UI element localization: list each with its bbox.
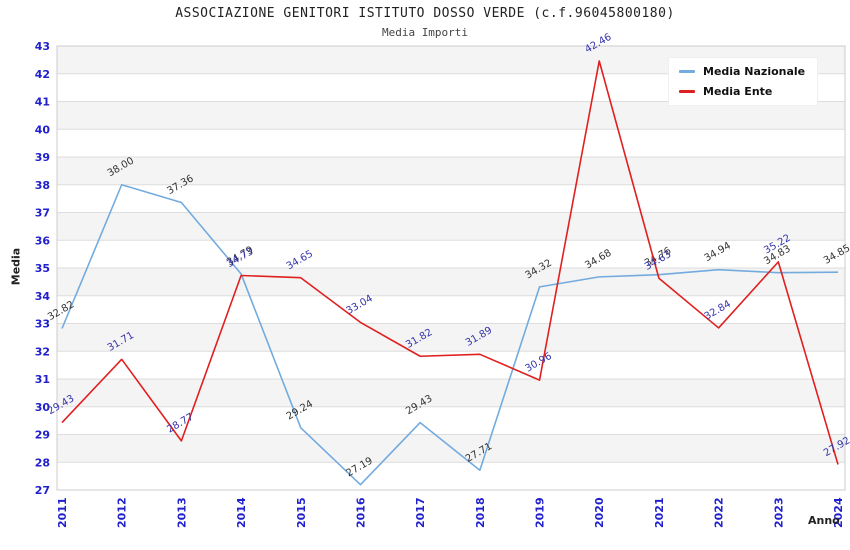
data-label: 33.04 (344, 293, 374, 317)
chart-subtitle: Media Importi (381, 26, 469, 39)
y-tick-label: 32 (35, 345, 50, 358)
y-tick-label: 28 (35, 456, 50, 469)
data-label: 28.77 (165, 412, 195, 436)
y-tick-label: 38 (35, 179, 50, 192)
y-tick-label: 35 (35, 262, 50, 275)
x-tick-label: 2017 (414, 497, 427, 528)
y-tick-label: 33 (35, 318, 50, 331)
plot-band (57, 379, 845, 407)
chart-title: ASSOCIAZIONE GENITORI ISTITUTO DOSSO VER… (175, 6, 675, 21)
series-line-media-ente (61, 60, 839, 465)
y-axis-title: Media (9, 247, 23, 286)
y-tick-label: 31 (35, 373, 50, 386)
data-label: 32.84 (703, 299, 733, 323)
plot-border (56, 45, 846, 491)
y-tick-label: 34 (35, 290, 51, 303)
y-tick-label: 30 (35, 401, 51, 414)
x-tick-label: 2015 (295, 497, 308, 528)
y-tick-label: 36 (35, 234, 51, 247)
x-tick-label: 2014 (235, 497, 248, 528)
y-tick-label: 29 (35, 429, 50, 442)
plot-band (57, 323, 845, 352)
legend-swatch-media-ente-icon (679, 90, 695, 93)
x-tick-label: 2021 (653, 497, 666, 528)
y-tick-label: 39 (35, 151, 50, 164)
x-tick-label: 2011 (56, 497, 69, 528)
plot-band (57, 212, 845, 241)
y-tick-label: 43 (35, 40, 50, 53)
y-tick-label: 40 (35, 123, 51, 136)
x-tick-label: 2024 (832, 497, 845, 528)
y-tick-label: 37 (35, 207, 50, 220)
data-label: 34.85 (822, 243, 850, 267)
data-label: 32.82 (46, 299, 76, 323)
data-label: 30.96 (524, 351, 554, 375)
plot-band (57, 434, 845, 463)
data-label: 34.94 (703, 240, 733, 264)
legend-swatch-media-nazionale-icon (679, 70, 695, 73)
legend: Media Nazionale Media Ente (668, 57, 819, 106)
legend-item-media-nazionale[interactable]: Media Nazionale (679, 65, 805, 78)
x-tick-label: 2012 (116, 497, 129, 528)
x-tick-label: 2016 (354, 497, 367, 528)
plot-band (57, 101, 845, 130)
y-tick-label: 42 (35, 68, 50, 81)
x-tick-label: 2022 (713, 497, 726, 528)
legend-label-media-ente: Media Ente (703, 85, 773, 98)
y-tick-label: 41 (35, 96, 50, 109)
legend-item-media-ente[interactable]: Media Ente (679, 85, 805, 98)
x-tick-label: 2019 (534, 497, 547, 528)
x-tick-label: 2020 (593, 497, 606, 528)
plot-band (57, 268, 845, 296)
x-tick-label: 2018 (474, 497, 487, 528)
x-axis-title: Anno (808, 514, 840, 527)
x-tick-label: 2013 (175, 497, 188, 528)
y-tick-label: 27 (35, 484, 50, 497)
legend-label-media-nazionale: Media Nazionale (703, 65, 806, 78)
plot-band (57, 157, 845, 185)
x-tick-label: 2023 (772, 497, 785, 528)
series-line-media-nazionale (61, 183, 839, 486)
